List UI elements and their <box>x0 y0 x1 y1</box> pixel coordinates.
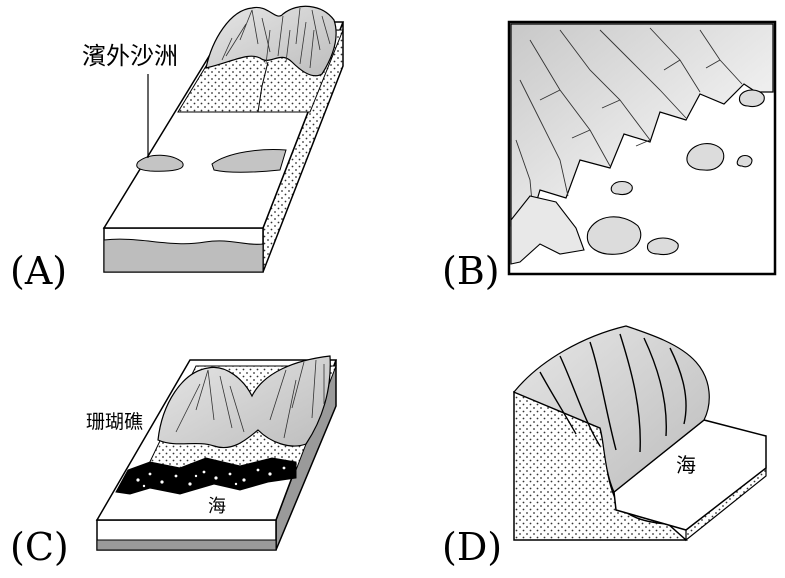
upland <box>513 325 710 493</box>
stream <box>257 61 269 113</box>
island <box>610 180 633 196</box>
sea-label: 海 <box>676 453 696 477</box>
island <box>646 237 679 256</box>
islands <box>586 89 765 256</box>
panel-b: (B) <box>442 20 777 293</box>
coral-reef-texture <box>136 466 286 488</box>
mountain <box>157 355 331 449</box>
peninsula <box>510 195 585 265</box>
strata-layer <box>103 238 264 273</box>
panel-d: 海 (D) <box>442 325 767 569</box>
mountain <box>205 5 337 77</box>
panel-c: 珊瑚礁 海 (C) <box>10 355 338 569</box>
mountain-ridgelines <box>175 359 325 439</box>
island <box>586 216 642 255</box>
panel-letter: (D) <box>442 525 502 569</box>
valley-lines <box>539 333 687 453</box>
island <box>738 89 765 108</box>
coral-reef <box>115 457 297 495</box>
coral-reef-label: 珊瑚礁 <box>86 411 143 433</box>
sea-label: 海 <box>208 496 226 517</box>
island <box>736 154 753 168</box>
island <box>686 143 725 171</box>
barrier-island-label: 濱外沙洲 <box>82 42 178 70</box>
panel-letter: (B) <box>442 249 500 293</box>
ria-drainage-lines <box>515 27 743 225</box>
panel-a: 濱外沙洲 (A) <box>10 5 345 293</box>
panel-letter: (A) <box>10 249 67 293</box>
strata-layer <box>96 539 277 551</box>
barrier-island <box>136 154 184 172</box>
barrier-island <box>211 149 287 173</box>
mountain-ridgelines <box>221 7 331 69</box>
panel-letter: (C) <box>10 525 69 569</box>
